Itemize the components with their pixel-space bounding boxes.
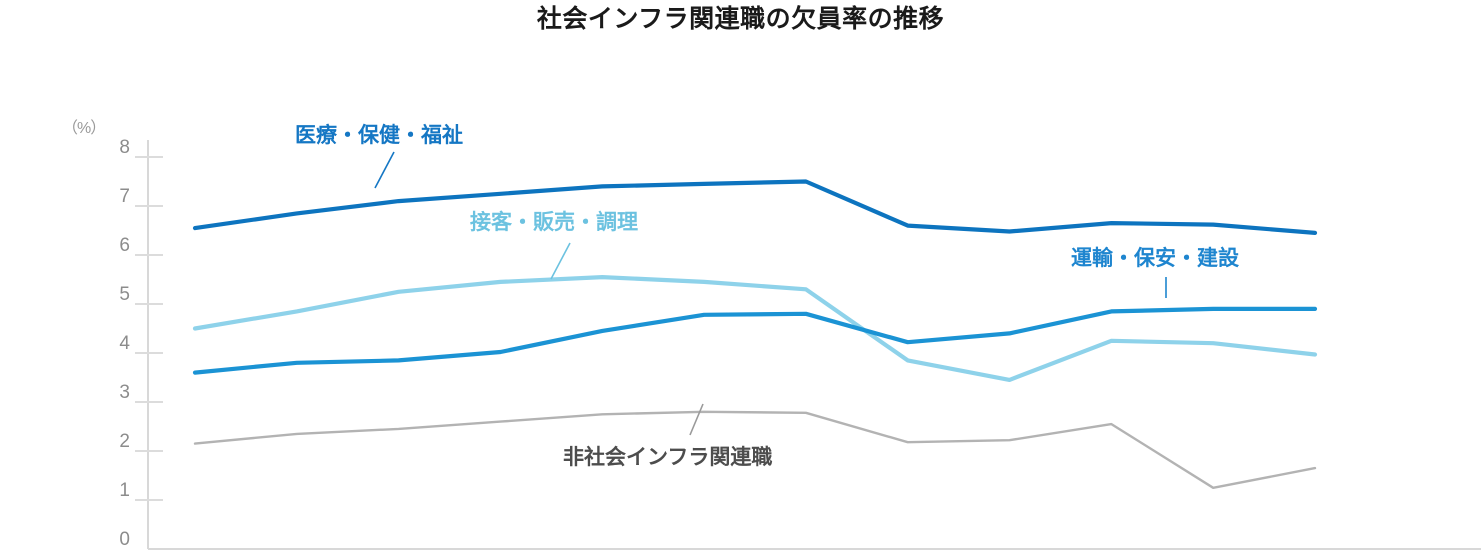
series-label-medical: 医療・保健・福祉 [295,124,463,147]
axis-lines [147,140,1481,550]
annotation-leader-lines [374,151,1167,436]
y-tick-8: 8 [119,137,130,158]
series-line-1 [192,275,1318,382]
y-tick-0: 0 [119,529,130,550]
series-line-2 [192,306,1318,375]
series-label-service: 接客・販売・調理 [470,211,638,234]
y-tick-4: 4 [119,333,130,354]
y-axis-unit-label: （%） [62,120,106,137]
y-tick-1: 1 [119,480,130,501]
series-lines [192,179,1318,489]
series-line-0 [192,179,1318,235]
y-axis-tick-marks [135,156,163,501]
series-label-transport: 運輸・保安・建設 [1071,247,1239,270]
series-line-3 [193,410,1317,489]
y-tick-3: 3 [119,382,130,403]
y-tick-2: 2 [119,431,130,452]
y-tick-5: 5 [119,284,130,305]
series-label-non-infrastructure: 非社会インフラ関連職 [563,446,773,469]
y-tick-7: 7 [119,186,130,207]
y-tick-6: 6 [119,235,130,256]
chart-title: 社会インフラ関連職の欠員率の推移 [536,5,945,33]
